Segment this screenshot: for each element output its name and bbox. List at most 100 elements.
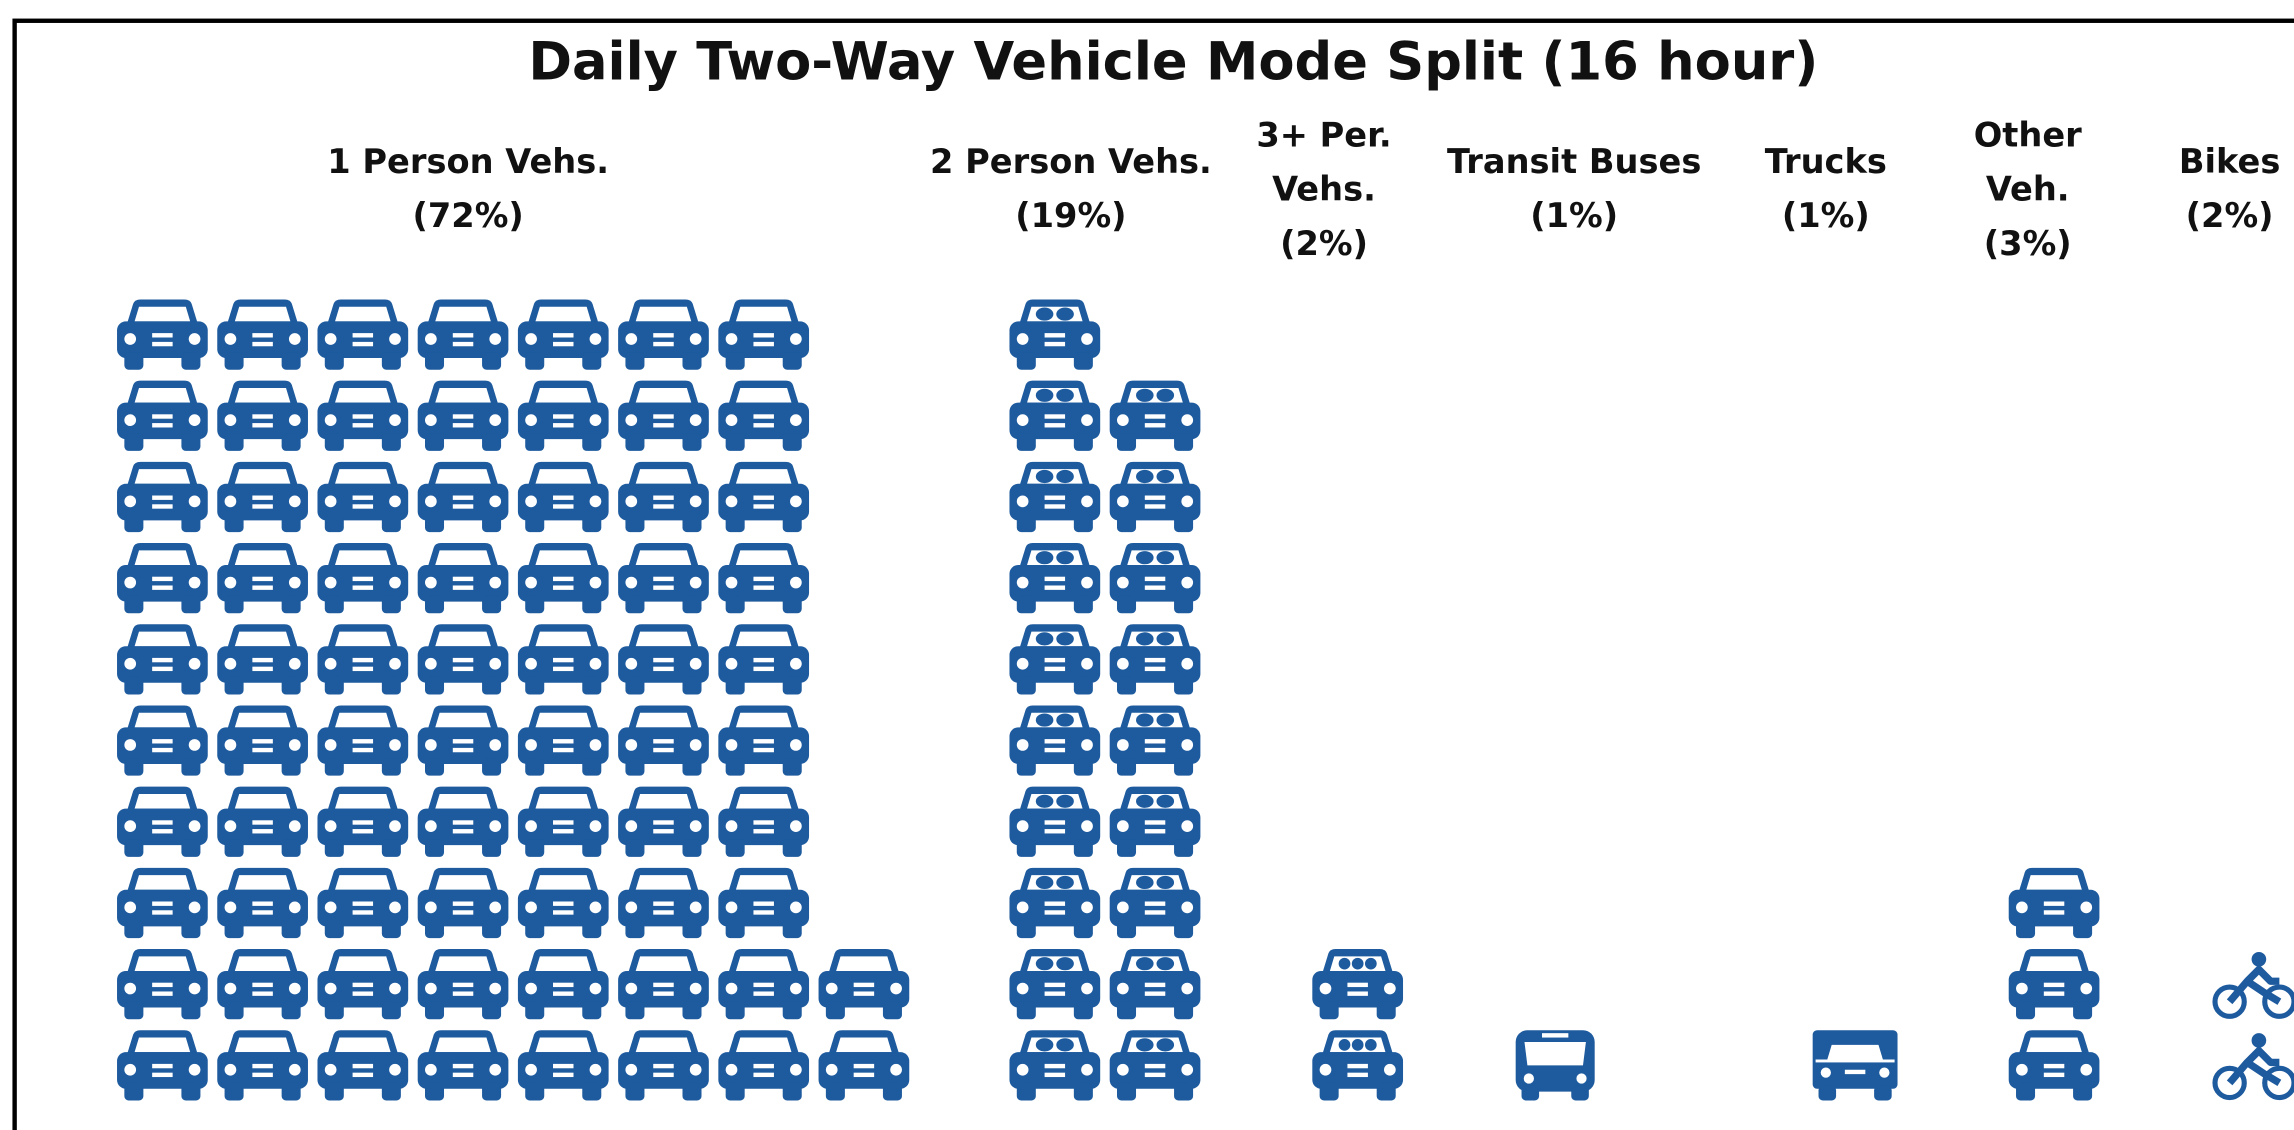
frame (12, 18, 2294, 1130)
icon-group (1812, 1030, 1898, 1101)
category-label: 1 Person Vehs. (72%) (307, 109, 629, 273)
label-box: Trucks (1%) (1745, 109, 1906, 273)
label-box: 3+ Per. Vehs. (2%) (1244, 109, 1405, 273)
icon (117, 543, 208, 613)
icon (618, 543, 709, 613)
icon (317, 624, 408, 694)
category-label: 3+ Per. Vehs. (2%) (1244, 109, 1405, 273)
icon (718, 381, 809, 451)
icon (1009, 462, 1100, 532)
category-name: Transit Buses (1447, 143, 1702, 182)
icon (1812, 1030, 1898, 1101)
icon (418, 705, 509, 775)
category-name: Other Veh. (1973, 116, 2082, 209)
icon (1110, 462, 1201, 532)
icon (117, 462, 208, 532)
icon (618, 949, 709, 1019)
icon (718, 949, 809, 1019)
icon (418, 949, 509, 1019)
icon-group (2009, 868, 2100, 1101)
icon (618, 299, 709, 369)
icon (1110, 543, 1201, 613)
icon (1110, 624, 1201, 694)
icon (418, 1030, 509, 1100)
icon (418, 299, 509, 369)
icon (317, 543, 408, 613)
icon (2215, 1033, 2294, 1097)
icon (718, 624, 809, 694)
icon (1110, 949, 1201, 1019)
icon (1515, 1030, 1595, 1101)
icon (2009, 1030, 2100, 1100)
icon (117, 299, 208, 369)
label-box: 1 Person Vehs. (72%) (307, 109, 629, 273)
icon (1009, 624, 1100, 694)
label-box: Transit Buses (1%) (1443, 109, 1706, 273)
icon (518, 949, 609, 1019)
value-label: (1%) (1781, 197, 1870, 236)
icon (718, 868, 809, 938)
icon (217, 624, 308, 694)
icon (1312, 949, 1403, 1019)
icon (718, 462, 809, 532)
icon-group (117, 299, 909, 1100)
icon (217, 949, 308, 1019)
icon (217, 705, 308, 775)
icon (618, 462, 709, 532)
category-label: Trucks (1%) (1745, 109, 1906, 273)
icon (819, 1030, 910, 1100)
value-label: (19%) (1015, 197, 1127, 236)
icon (819, 949, 910, 1019)
value-label: (2%) (1280, 224, 1368, 263)
icon (117, 868, 208, 938)
icon (117, 787, 208, 857)
chart-title: Daily Two-Way Vehicle Mode Split (16 hou… (528, 31, 1818, 92)
icon (718, 299, 809, 369)
icon (418, 462, 509, 532)
category-name: 1 Person Vehs. (327, 143, 610, 182)
category-name: Trucks (1764, 143, 1887, 182)
value-label: (1%) (1530, 197, 1619, 236)
icon (2009, 868, 2100, 938)
icon (618, 624, 709, 694)
icon (1110, 787, 1201, 857)
icon (317, 705, 408, 775)
icon (217, 299, 308, 369)
icon (418, 543, 509, 613)
icon (1312, 1030, 1403, 1100)
category-name: 3+ Per. Vehs. (1256, 116, 1392, 209)
icon (418, 624, 509, 694)
icon (117, 1030, 208, 1100)
icon (317, 868, 408, 938)
icon (1110, 868, 1201, 938)
icon (217, 381, 308, 451)
category-label: Other Veh. (3%) (1947, 109, 2108, 273)
icon (718, 543, 809, 613)
icon (317, 462, 408, 532)
icon (217, 543, 308, 613)
icon (718, 1030, 809, 1100)
label-box: 2 Person Vehs. (19%) (925, 109, 1218, 273)
value-label: (2%) (2185, 197, 2274, 236)
icon (518, 381, 609, 451)
icon (317, 949, 408, 1019)
icon-group (1312, 949, 1403, 1100)
category-label: Bikes (2%) (2164, 109, 2294, 273)
category-label: 2 Person Vehs. (19%) (925, 109, 1218, 273)
icon (518, 299, 609, 369)
icon (618, 787, 709, 857)
icon (718, 787, 809, 857)
category-label: Transit Buses (1%) (1443, 109, 1706, 273)
icon (1009, 1030, 1100, 1100)
icon-group (1515, 1030, 1595, 1101)
icon (2215, 952, 2294, 1016)
icon (217, 868, 308, 938)
label-box: Other Veh. (3%) (1947, 109, 2108, 273)
icon (217, 462, 308, 532)
icon (1009, 868, 1100, 938)
icon (1009, 705, 1100, 775)
category-name: Bikes (2178, 143, 2281, 182)
label-box: Bikes (2%) (2164, 109, 2294, 273)
